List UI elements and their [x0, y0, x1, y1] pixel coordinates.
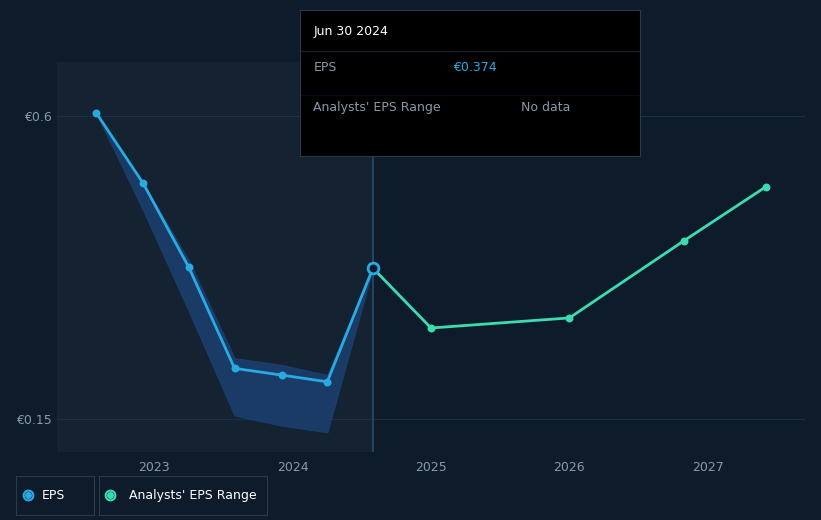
Point: [677, 237, 690, 245]
Point: [275, 371, 288, 379]
Text: EPS: EPS: [42, 489, 66, 502]
Text: Jun 30 2024: Jun 30 2024: [314, 25, 388, 38]
Text: EPS: EPS: [314, 61, 337, 74]
Point: [228, 364, 241, 372]
Text: Analysts' EPS Range: Analysts' EPS Range: [129, 489, 256, 502]
Point: [89, 109, 103, 117]
Point: [563, 314, 576, 322]
Text: Actual: Actual: [327, 79, 366, 92]
Point: [136, 179, 149, 188]
Point: [424, 324, 438, 332]
Text: Analysts Forecasts: Analysts Forecasts: [380, 79, 496, 92]
Point: [366, 264, 379, 272]
Text: Analysts' EPS Range: Analysts' EPS Range: [314, 101, 441, 114]
Point: [759, 183, 773, 191]
Text: €0.374: €0.374: [453, 61, 497, 74]
Point: [321, 378, 334, 386]
Bar: [57, 62, 373, 452]
Point: [366, 264, 379, 272]
Point: [366, 264, 379, 272]
Point: [182, 263, 195, 271]
Text: No data: No data: [521, 101, 571, 114]
